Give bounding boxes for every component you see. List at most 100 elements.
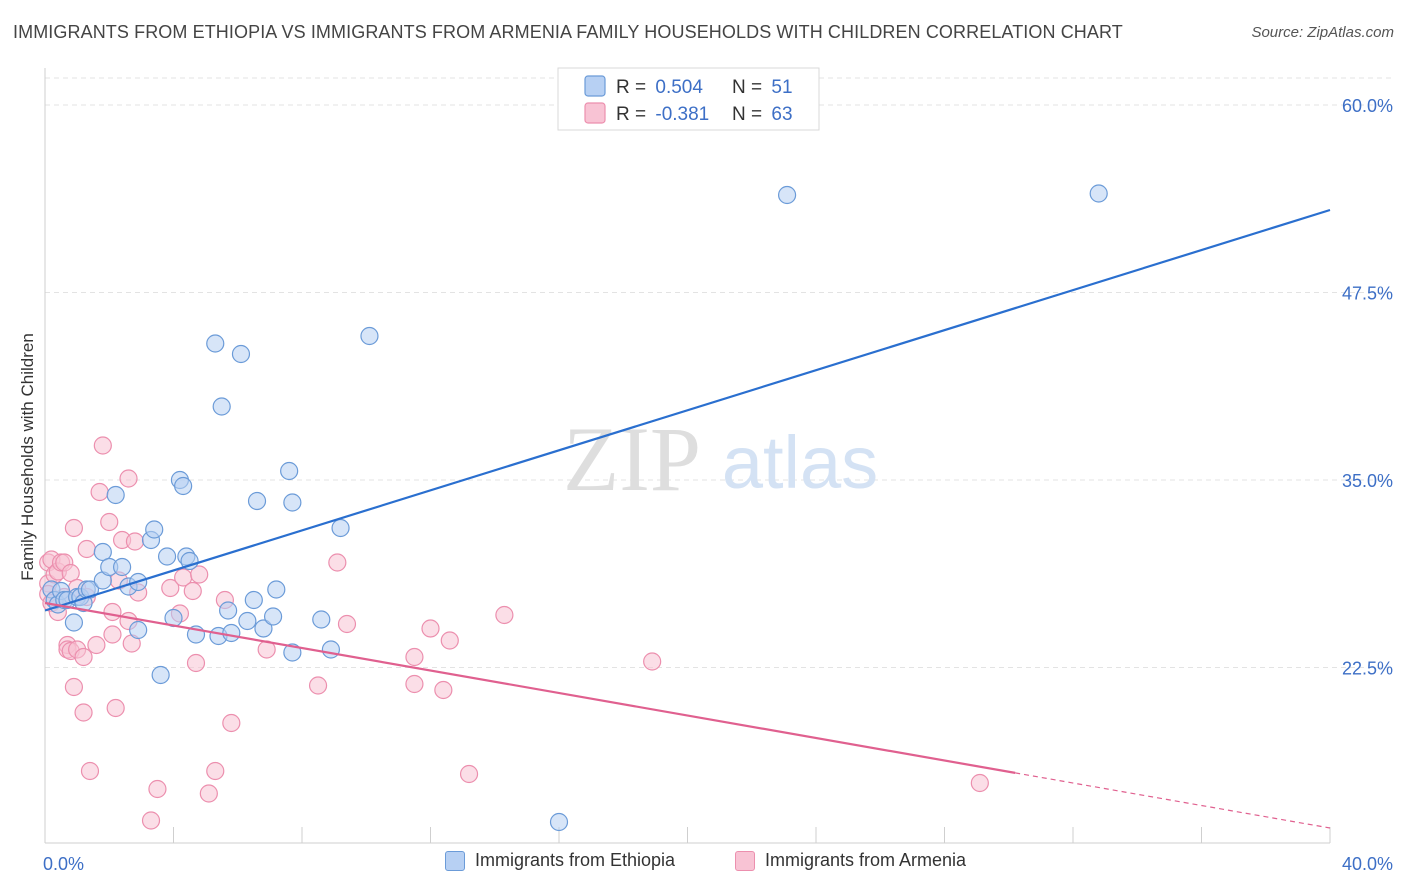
point-armenia — [90, 482, 109, 502]
point-armenia — [80, 761, 100, 781]
y-tick-label: 60.0% — [1342, 96, 1393, 116]
point-armenia — [106, 698, 125, 718]
point-ethiopia — [106, 485, 125, 505]
point-ethiopia — [174, 476, 193, 496]
point-armenia — [222, 713, 241, 733]
legend-label-armenia: Immigrants from Armenia — [765, 850, 967, 870]
point-armenia — [421, 619, 440, 638]
point-armenia — [93, 436, 112, 455]
legend-n-value: 63 — [771, 104, 792, 125]
legend-swatch-armenia — [735, 850, 755, 871]
gridlines — [45, 77, 1395, 668]
point-armenia — [199, 784, 218, 803]
point-armenia — [161, 578, 180, 598]
point-ethiopia — [267, 580, 286, 599]
legend-label-ethiopia: Immigrants from Ethiopia — [475, 850, 676, 870]
point-ethiopia — [151, 665, 170, 685]
x-tick-label-min: 0.0% — [43, 854, 84, 874]
legend-swatch-armenia — [584, 102, 606, 124]
point-armenia — [119, 469, 138, 488]
legend-row-ethiopia: R = 0.504 N = 51 — [616, 77, 793, 98]
source-label: Source: ZipAtlas.com — [1251, 24, 1394, 41]
legend-swatch-ethiopia — [445, 850, 465, 871]
point-armenia — [643, 652, 662, 671]
point-ethiopia — [244, 590, 263, 610]
axes — [44, 68, 1331, 844]
point-armenia — [148, 779, 167, 799]
y-axis-label: Family Households with Children — [18, 333, 37, 581]
trend-line-armenia-extension — [1015, 772, 1331, 829]
legend-r-value: 0.504 — [655, 77, 703, 98]
series-armenia-points — [39, 436, 989, 830]
legend-swatch-ethiopia — [584, 75, 606, 97]
point-armenia — [61, 563, 80, 583]
legend-item-ethiopia: Immigrants from Ethiopia — [445, 850, 675, 871]
watermark: ZIP atlas — [563, 408, 878, 510]
point-ethiopia — [112, 557, 132, 577]
point-armenia — [64, 677, 84, 697]
point-ethiopia — [312, 610, 331, 629]
point-ethiopia — [157, 547, 177, 566]
point-ethiopia — [238, 611, 257, 631]
y-tick-label: 47.5% — [1342, 284, 1393, 304]
legend-top: R = 0.504 N = 51 R = -0.381 N = 63 — [557, 67, 820, 131]
chart-title: IMMIGRANTS FROM ETHIOPIA VS IMMIGRANTS F… — [13, 22, 1123, 42]
point-ethiopia — [549, 812, 569, 832]
point-armenia — [434, 680, 453, 700]
point-armenia — [125, 532, 145, 551]
point-armenia — [206, 761, 225, 781]
legend-r-label: R = — [616, 77, 651, 98]
point-armenia — [64, 518, 84, 538]
point-ethiopia — [777, 185, 797, 205]
point-armenia — [183, 581, 202, 601]
legend-bottom: Immigrants from Ethiopia Immigrants from… — [0, 850, 1406, 880]
point-ethiopia — [254, 619, 273, 638]
point-armenia — [103, 602, 122, 622]
point-ethiopia — [206, 334, 225, 353]
point-armenia — [74, 647, 93, 667]
point-armenia — [103, 625, 122, 644]
point-armenia — [459, 764, 479, 784]
point-ethiopia — [219, 601, 238, 620]
watermark-atlas: atlas — [722, 421, 878, 504]
y-tick-label: 22.5% — [1342, 659, 1393, 679]
point-ethiopia — [263, 607, 283, 626]
legend-n-label: N = — [732, 104, 767, 125]
point-ethiopia — [129, 620, 148, 640]
point-armenia — [87, 635, 106, 655]
trend-line-ethiopia — [44, 208, 1331, 612]
x-tick-label-max: 40.0% — [1342, 854, 1393, 874]
point-ethiopia — [321, 640, 341, 659]
point-ethiopia — [280, 461, 299, 481]
point-armenia — [970, 773, 989, 793]
point-armenia — [100, 512, 119, 532]
point-armenia — [337, 614, 357, 634]
point-ethiopia — [212, 397, 231, 416]
point-armenia — [308, 676, 328, 695]
point-armenia — [440, 631, 459, 650]
point-ethiopia — [247, 491, 267, 511]
y-tick-label: 35.0% — [1342, 471, 1393, 491]
trend-line-armenia — [44, 601, 1016, 774]
point-armenia — [405, 674, 424, 694]
point-ethiopia — [93, 542, 112, 562]
point-ethiopia — [80, 580, 100, 599]
point-armenia — [495, 605, 514, 625]
point-ethiopia — [331, 518, 350, 538]
legend-n-value: 51 — [771, 77, 792, 98]
legend-r-label: R = — [616, 104, 651, 125]
legend-n-label: N = — [732, 77, 767, 98]
point-ethiopia — [283, 493, 302, 512]
point-ethiopia — [360, 326, 379, 346]
legend-item-armenia: Immigrants from Armenia — [735, 850, 966, 871]
point-armenia — [74, 703, 93, 722]
point-ethiopia — [231, 344, 251, 364]
point-armenia — [405, 647, 424, 667]
point-ethiopia — [64, 613, 84, 632]
trend-lines — [44, 208, 1331, 829]
legend-r-value: -0.381 — [655, 104, 709, 125]
point-armenia — [141, 811, 161, 830]
point-armenia — [190, 565, 209, 584]
point-armenia — [328, 553, 347, 572]
